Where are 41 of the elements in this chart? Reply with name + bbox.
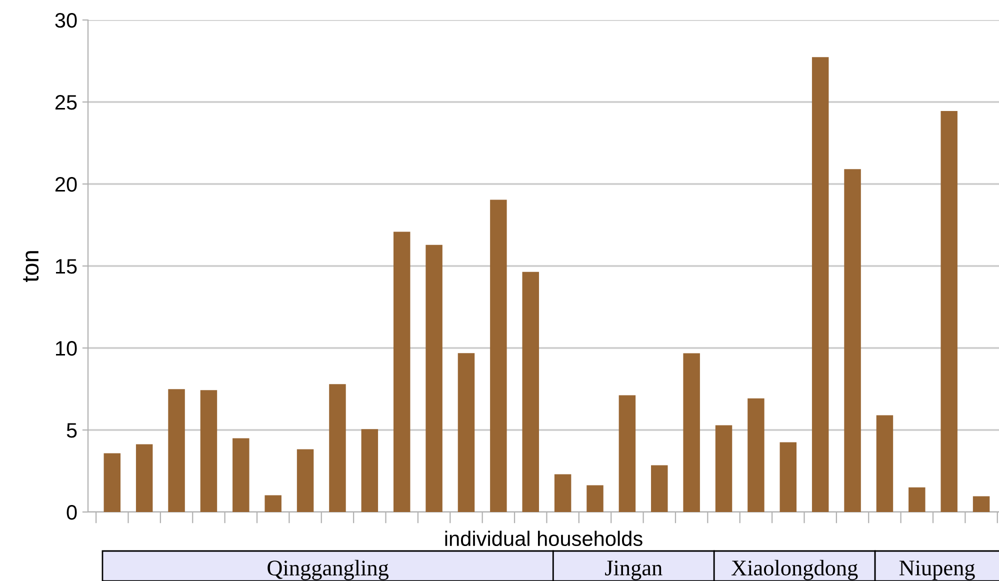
- y-tick-label: 20: [55, 177, 77, 192]
- bar: [618, 395, 636, 512]
- text: Xiaolongdong: [732, 560, 858, 580]
- bar: [426, 244, 442, 512]
- bar: [972, 496, 990, 512]
- bar: [780, 442, 797, 512]
- y-tick-label: 10: [56, 341, 77, 356]
- y-tick-label: 5: [66, 423, 77, 438]
- bar: [715, 425, 732, 512]
- bar: [458, 353, 475, 512]
- bar: [490, 200, 507, 512]
- text: Qinggangling: [268, 560, 389, 580]
- bar: [812, 57, 829, 512]
- y-tick-label: 0: [66, 505, 77, 520]
- bar: [651, 465, 668, 512]
- y-axis-title: ton: [23, 251, 39, 282]
- bar: [168, 389, 185, 512]
- bar: [683, 353, 700, 512]
- bar: [876, 415, 894, 512]
- bar: [393, 232, 410, 512]
- bar: [522, 272, 539, 512]
- bar: [361, 429, 378, 512]
- bar: [264, 495, 282, 512]
- bar: [136, 444, 153, 512]
- text: Niupeng: [899, 560, 975, 580]
- y-tick-label: 15: [56, 259, 77, 274]
- bar: [554, 474, 572, 512]
- bar: [586, 485, 604, 512]
- bar: [748, 398, 764, 512]
- bar: [329, 384, 346, 512]
- bar: [844, 169, 861, 512]
- bar: [940, 111, 958, 512]
- bar: [232, 438, 250, 512]
- y-tick-label: 25: [55, 95, 77, 110]
- text: Jingan: [605, 560, 662, 580]
- bar: [200, 390, 218, 512]
- bar: [296, 449, 314, 512]
- bar: [908, 487, 926, 512]
- bar: [104, 453, 121, 512]
- y-tick-label: 30: [55, 13, 77, 28]
- x-axis-title: individual households: [445, 530, 642, 546]
